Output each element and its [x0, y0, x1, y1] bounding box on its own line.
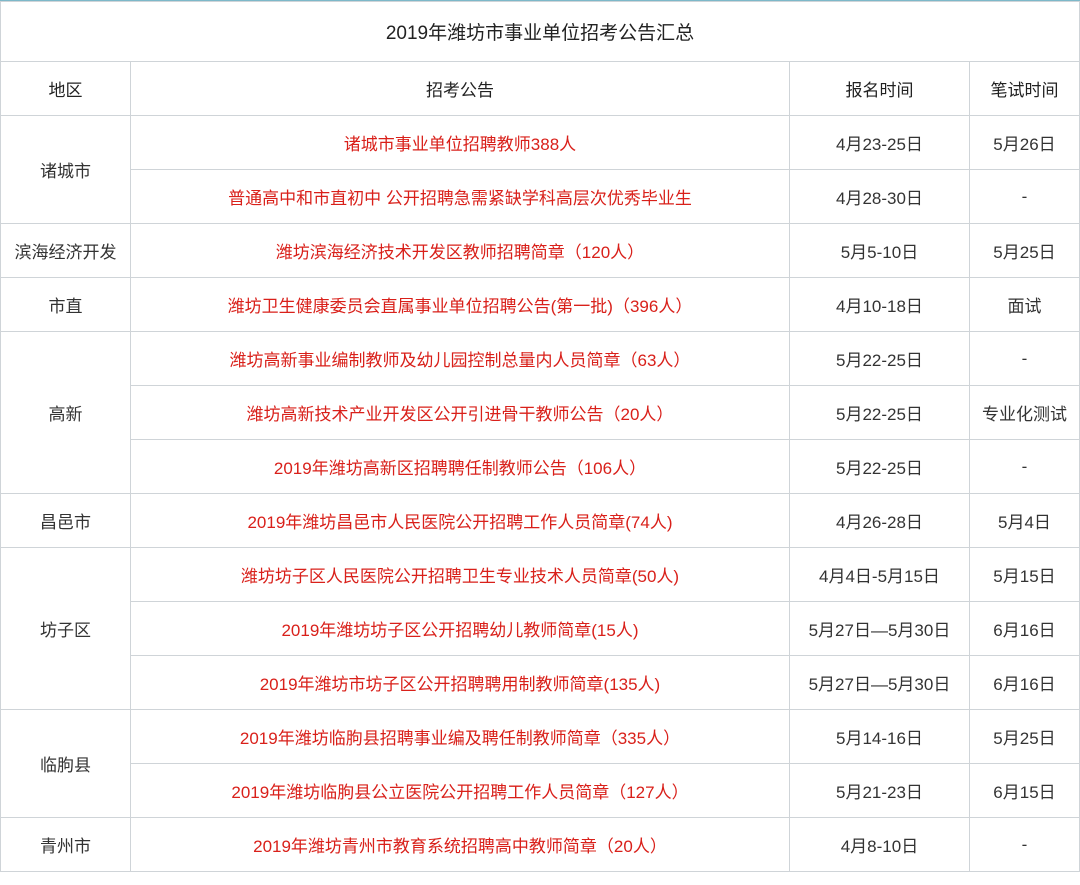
table-row: 昌邑市2019年潍坊昌邑市人民医院公开招聘工作人员简章(74人)4月26-28日…	[1, 494, 1080, 548]
table-container: 2019年潍坊市事业单位招考公告汇总 地区 招考公告 报名时间 笔试时间 诸城市…	[0, 0, 1080, 872]
register-time-cell: 4月23-25日	[789, 116, 969, 170]
header-row: 地区 招考公告 报名时间 笔试时间	[1, 62, 1080, 116]
register-time-cell: 5月14-16日	[789, 710, 969, 764]
table-row: 市直潍坊卫生健康委员会直属事业单位招聘公告(第一批)（396人）4月10-18日…	[1, 278, 1080, 332]
announcement-link[interactable]: 潍坊高新技术产业开发区公开引进骨干教师公告（20人）	[131, 386, 790, 440]
exam-time-cell: 5月15日	[969, 548, 1079, 602]
header-announcement: 招考公告	[131, 62, 790, 116]
announcement-link[interactable]: 2019年潍坊高新区招聘聘任制教师公告（106人）	[131, 440, 790, 494]
register-time-cell: 4月4日-5月15日	[789, 548, 969, 602]
table-row: 潍坊高新技术产业开发区公开引进骨干教师公告（20人）5月22-25日专业化测试	[1, 386, 1080, 440]
announcement-link[interactable]: 诸城市事业单位招聘教师388人	[131, 116, 790, 170]
exam-time-cell: 5月25日	[969, 224, 1079, 278]
recruitment-table: 2019年潍坊市事业单位招考公告汇总 地区 招考公告 报名时间 笔试时间 诸城市…	[0, 1, 1080, 872]
table-title: 2019年潍坊市事业单位招考公告汇总	[1, 2, 1080, 62]
register-time-cell: 5月21-23日	[789, 764, 969, 818]
exam-time-cell: -	[969, 332, 1079, 386]
table-row: 高新潍坊高新事业编制教师及幼儿园控制总量内人员简章（63人）5月22-25日-	[1, 332, 1080, 386]
announcement-link[interactable]: 2019年潍坊临朐县招聘事业编及聘任制教师简章（335人）	[131, 710, 790, 764]
register-time-cell: 4月8-10日	[789, 818, 969, 872]
region-cell: 市直	[1, 278, 131, 332]
table-row: 普通高中和市直初中 公开招聘急需紧缺学科高层次优秀毕业生4月28-30日-	[1, 170, 1080, 224]
table-row: 滨海经济开发潍坊滨海经济技术开发区教师招聘简章（120人）5月5-10日5月25…	[1, 224, 1080, 278]
register-time-cell: 4月10-18日	[789, 278, 969, 332]
table-row: 诸城市诸城市事业单位招聘教师388人4月23-25日5月26日	[1, 116, 1080, 170]
exam-time-cell: -	[969, 440, 1079, 494]
table-row: 坊子区潍坊坊子区人民医院公开招聘卫生专业技术人员简章(50人)4月4日-5月15…	[1, 548, 1080, 602]
announcement-link[interactable]: 2019年潍坊昌邑市人民医院公开招聘工作人员简章(74人)	[131, 494, 790, 548]
title-row: 2019年潍坊市事业单位招考公告汇总	[1, 2, 1080, 62]
table-row: 2019年潍坊高新区招聘聘任制教师公告（106人）5月22-25日-	[1, 440, 1080, 494]
region-cell: 青州市	[1, 818, 131, 872]
announcement-link[interactable]: 2019年潍坊青州市教育系统招聘高中教师简章（20人）	[131, 818, 790, 872]
header-register-time: 报名时间	[789, 62, 969, 116]
register-time-cell: 5月27日—5月30日	[789, 656, 969, 710]
exam-time-cell: 5月4日	[969, 494, 1079, 548]
announcement-link[interactable]: 普通高中和市直初中 公开招聘急需紧缺学科高层次优秀毕业生	[131, 170, 790, 224]
register-time-cell: 5月22-25日	[789, 440, 969, 494]
region-cell: 坊子区	[1, 548, 131, 710]
announcement-link[interactable]: 潍坊坊子区人民医院公开招聘卫生专业技术人员简章(50人)	[131, 548, 790, 602]
exam-time-cell: 5月26日	[969, 116, 1079, 170]
register-time-cell: 5月22-25日	[789, 332, 969, 386]
exam-time-cell: 面试	[969, 278, 1079, 332]
register-time-cell: 5月5-10日	[789, 224, 969, 278]
register-time-cell: 5月22-25日	[789, 386, 969, 440]
exam-time-cell: 6月15日	[969, 764, 1079, 818]
region-cell: 滨海经济开发	[1, 224, 131, 278]
register-time-cell: 4月26-28日	[789, 494, 969, 548]
announcement-link[interactable]: 2019年潍坊临朐县公立医院公开招聘工作人员简章（127人）	[131, 764, 790, 818]
announcement-link[interactable]: 潍坊滨海经济技术开发区教师招聘简章（120人）	[131, 224, 790, 278]
announcement-link[interactable]: 潍坊高新事业编制教师及幼儿园控制总量内人员简章（63人）	[131, 332, 790, 386]
table-row: 临朐县2019年潍坊临朐县招聘事业编及聘任制教师简章（335人）5月14-16日…	[1, 710, 1080, 764]
register-time-cell: 5月27日—5月30日	[789, 602, 969, 656]
announcement-link[interactable]: 2019年潍坊市坊子区公开招聘聘用制教师简章(135人)	[131, 656, 790, 710]
header-region: 地区	[1, 62, 131, 116]
exam-time-cell: 5月25日	[969, 710, 1079, 764]
region-cell: 高新	[1, 332, 131, 494]
table-row: 2019年潍坊临朐县公立医院公开招聘工作人员简章（127人）5月21-23日6月…	[1, 764, 1080, 818]
announcement-link[interactable]: 潍坊卫生健康委员会直属事业单位招聘公告(第一批)（396人）	[131, 278, 790, 332]
region-cell: 临朐县	[1, 710, 131, 818]
table-row: 青州市2019年潍坊青州市教育系统招聘高中教师简章（20人）4月8-10日-	[1, 818, 1080, 872]
header-exam-time: 笔试时间	[969, 62, 1079, 116]
exam-time-cell: 6月16日	[969, 602, 1079, 656]
exam-time-cell: -	[969, 170, 1079, 224]
exam-time-cell: 6月16日	[969, 656, 1079, 710]
region-cell: 昌邑市	[1, 494, 131, 548]
register-time-cell: 4月28-30日	[789, 170, 969, 224]
announcement-link[interactable]: 2019年潍坊坊子区公开招聘幼儿教师简章(15人)	[131, 602, 790, 656]
exam-time-cell: -	[969, 818, 1079, 872]
exam-time-cell: 专业化测试	[969, 386, 1079, 440]
table-row: 2019年潍坊坊子区公开招聘幼儿教师简章(15人)5月27日—5月30日6月16…	[1, 602, 1080, 656]
table-row: 2019年潍坊市坊子区公开招聘聘用制教师简章(135人)5月27日—5月30日6…	[1, 656, 1080, 710]
region-cell: 诸城市	[1, 116, 131, 224]
